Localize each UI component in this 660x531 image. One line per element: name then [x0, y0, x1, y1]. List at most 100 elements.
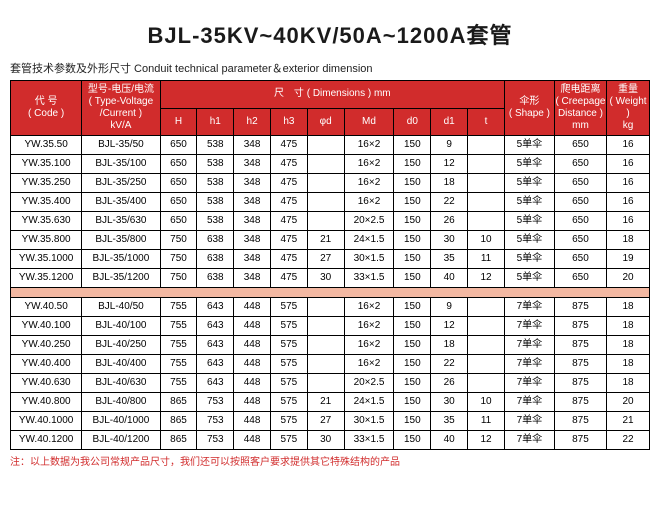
cell-t: [468, 174, 505, 193]
hdr-H: H: [160, 108, 197, 136]
cell-h2: 348: [234, 212, 271, 231]
cell-shape: 5单伞: [504, 136, 554, 155]
cell-h2: 348: [234, 269, 271, 288]
cell-w: 16: [607, 212, 650, 231]
cell-w: 16: [607, 155, 650, 174]
cell-type: BJL-35/1200: [82, 269, 160, 288]
cell-type: BJL-35/630: [82, 212, 160, 231]
cell-h2: 348: [234, 174, 271, 193]
cell-phid: 27: [307, 412, 344, 431]
cell-phid: [307, 374, 344, 393]
hdr-t: t: [468, 108, 505, 136]
cell-phid: 27: [307, 250, 344, 269]
hdr-d1: d1: [431, 108, 468, 136]
cell-d0: 150: [394, 231, 431, 250]
cell-h3: 475: [270, 174, 307, 193]
table-row: YW.40.400BJL-40/40075564344857516×215022…: [11, 355, 650, 374]
cell-h1: 643: [197, 355, 234, 374]
table-row: YW.35.1000BJL-35/10007506383484752730×1.…: [11, 250, 650, 269]
cell-d1: 9: [431, 136, 468, 155]
cell-h3: 575: [270, 412, 307, 431]
cell-H: 755: [160, 374, 197, 393]
cell-phid: [307, 336, 344, 355]
table-row: YW.35.1200BJL-35/12007506383484753033×1.…: [11, 269, 650, 288]
cell-h3: 575: [270, 336, 307, 355]
cell-code: YW.35.800: [11, 231, 82, 250]
cell-h2: 348: [234, 193, 271, 212]
cell-H: 750: [160, 250, 197, 269]
cell-shape: 7单伞: [504, 317, 554, 336]
cell-type: BJL-35/400: [82, 193, 160, 212]
cell-Md: 30×1.5: [344, 412, 394, 431]
table-row: YW.40.250BJL-40/25075564344857516×215018…: [11, 336, 650, 355]
cell-h2: 448: [234, 336, 271, 355]
cell-h1: 538: [197, 174, 234, 193]
cell-phid: [307, 193, 344, 212]
cell-t: [468, 317, 505, 336]
cell-creep: 650: [554, 250, 606, 269]
cell-H: 650: [160, 212, 197, 231]
cell-d0: 150: [394, 250, 431, 269]
cell-type: BJL-35/50: [82, 136, 160, 155]
cell-t: 11: [468, 250, 505, 269]
cell-h1: 538: [197, 136, 234, 155]
cell-Md: 24×1.5: [344, 393, 394, 412]
cell-phid: [307, 317, 344, 336]
cell-Md: 33×1.5: [344, 269, 394, 288]
hdr-h1: h1: [197, 108, 234, 136]
cell-h2: 448: [234, 298, 271, 317]
hdr-type: 型号-电压/电流( Type-Voltage/Current )kV/A: [82, 81, 160, 136]
cell-code: YW.40.100: [11, 317, 82, 336]
cell-creep: 650: [554, 174, 606, 193]
table-row: YW.35.50BJL-35/5065053834847516×215095单伞…: [11, 136, 650, 155]
cell-d0: 150: [394, 212, 431, 231]
cell-H: 750: [160, 231, 197, 250]
cell-h2: 348: [234, 155, 271, 174]
cell-d0: 150: [394, 269, 431, 288]
cell-h1: 538: [197, 212, 234, 231]
cell-d1: 9: [431, 298, 468, 317]
cell-w: 21: [607, 412, 650, 431]
hdr-Md: Md: [344, 108, 394, 136]
cell-t: 11: [468, 412, 505, 431]
cell-creep: 875: [554, 355, 606, 374]
cell-d1: 40: [431, 431, 468, 450]
cell-shape: 7单伞: [504, 336, 554, 355]
cell-d0: 150: [394, 317, 431, 336]
cell-creep: 650: [554, 155, 606, 174]
cell-type: BJL-40/100: [82, 317, 160, 336]
cell-d1: 18: [431, 174, 468, 193]
cell-h1: 643: [197, 298, 234, 317]
section-gap: [11, 288, 650, 298]
cell-H: 755: [160, 355, 197, 374]
cell-type: BJL-40/800: [82, 393, 160, 412]
cell-creep: 650: [554, 193, 606, 212]
cell-shape: 5单伞: [504, 155, 554, 174]
cell-code: YW.40.1200: [11, 431, 82, 450]
cell-type: BJL-35/100: [82, 155, 160, 174]
cell-h3: 475: [270, 136, 307, 155]
table-row: YW.40.1000BJL-40/10008657534485752730×1.…: [11, 412, 650, 431]
hdr-weight: 重量( Weight )kg: [607, 81, 650, 136]
cell-d1: 26: [431, 212, 468, 231]
cell-shape: 7单伞: [504, 298, 554, 317]
cell-d1: 12: [431, 317, 468, 336]
cell-H: 650: [160, 155, 197, 174]
cell-phid: [307, 136, 344, 155]
table-row: YW.40.50BJL-40/5075564344857516×215097单伞…: [11, 298, 650, 317]
cell-code: YW.35.100: [11, 155, 82, 174]
page-title: BJL-35KV~40KV/50A~1200A套管: [10, 18, 650, 50]
cell-Md: 16×2: [344, 298, 394, 317]
cell-w: 18: [607, 317, 650, 336]
cell-h1: 638: [197, 250, 234, 269]
cell-code: YW.35.250: [11, 174, 82, 193]
cell-h1: 538: [197, 155, 234, 174]
cell-w: 16: [607, 193, 650, 212]
cell-Md: 20×2.5: [344, 374, 394, 393]
cell-Md: 16×2: [344, 317, 394, 336]
cell-code: YW.40.250: [11, 336, 82, 355]
cell-creep: 875: [554, 298, 606, 317]
cell-shape: 5单伞: [504, 174, 554, 193]
cell-t: [468, 212, 505, 231]
cell-d0: 150: [394, 298, 431, 317]
